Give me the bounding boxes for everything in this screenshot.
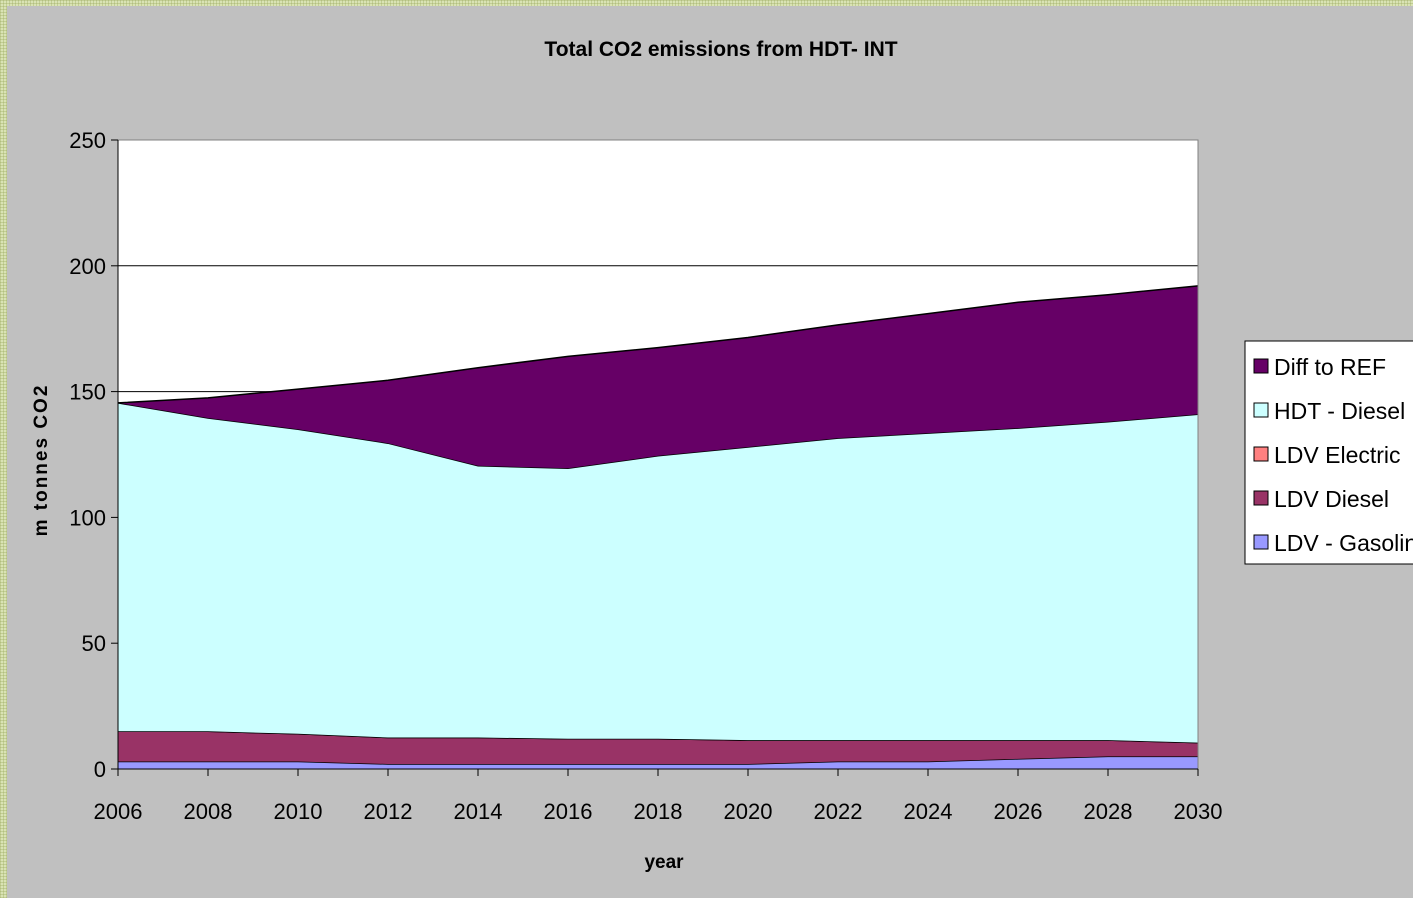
legend-swatch [1253, 358, 1269, 374]
legend-swatch [1253, 446, 1269, 462]
y-tick-label: 150 [69, 380, 106, 405]
legend-swatch [1253, 490, 1269, 506]
axes: 0 50 100 150 200 250 2006 2008 2010 2012 2014 2016 2… [69, 128, 1222, 824]
y-tick-label: 50 [82, 631, 106, 656]
x-tick-label: 2030 [1174, 799, 1223, 824]
x-tick-label: 2010 [274, 799, 323, 824]
x-tick-label: 2014 [454, 799, 503, 824]
x-tick-label: 2016 [544, 799, 593, 824]
y-tick-label: 100 [69, 505, 106, 530]
area-series [117, 285, 1199, 769]
area-diff-to-ref [118, 285, 1198, 469]
legend-label: HDT - Diesel [1274, 398, 1405, 424]
x-tick-label: 2006 [94, 799, 143, 824]
x-tick-label: 2008 [184, 799, 233, 824]
x-tick-label: 2022 [814, 799, 863, 824]
x-tick-label: 2012 [364, 799, 413, 824]
legend-label: LDV Electric [1274, 442, 1401, 468]
stacked-area-chart: Total CO2 emissions from HDT- INT 0 50 100… [31, 38, 1413, 873]
x-tick-label: 2024 [904, 799, 953, 824]
legend-label: LDV - Gasoline [1274, 530, 1413, 556]
y-tick-label: 200 [69, 254, 106, 279]
legend-swatch [1253, 402, 1269, 418]
area-hdt-diesel [118, 402, 1198, 743]
series-line [117, 285, 1199, 404]
chart-panel: Total CO2 emissions from HDT- INT 0 50 100… [7, 6, 1413, 898]
y-tick-label: 0 [94, 757, 106, 782]
chart-title: Total CO2 emissions from HDT- INT [544, 38, 897, 61]
legend-box [1244, 340, 1413, 565]
legend-label: Diff to REF [1274, 354, 1386, 380]
y-tick-label: 250 [69, 128, 106, 153]
y-axis-title: m tonnes CO2 [31, 384, 52, 537]
legend-label: LDV Diesel [1274, 486, 1389, 512]
x-tick-label: 2026 [994, 799, 1043, 824]
area-ldv-diesel [118, 731, 1198, 764]
x-tick-label: 2018 [634, 799, 683, 824]
x-tick-label: 2028 [1084, 799, 1133, 824]
legend-swatch [1253, 534, 1269, 550]
legend: Diff to REF HDT - Diesel LDV Electric LDV D… [1244, 340, 1413, 565]
x-axis-title: year [644, 852, 684, 873]
area-ldv-gasoline [118, 756, 1198, 769]
x-tick-label: 2020 [724, 799, 773, 824]
